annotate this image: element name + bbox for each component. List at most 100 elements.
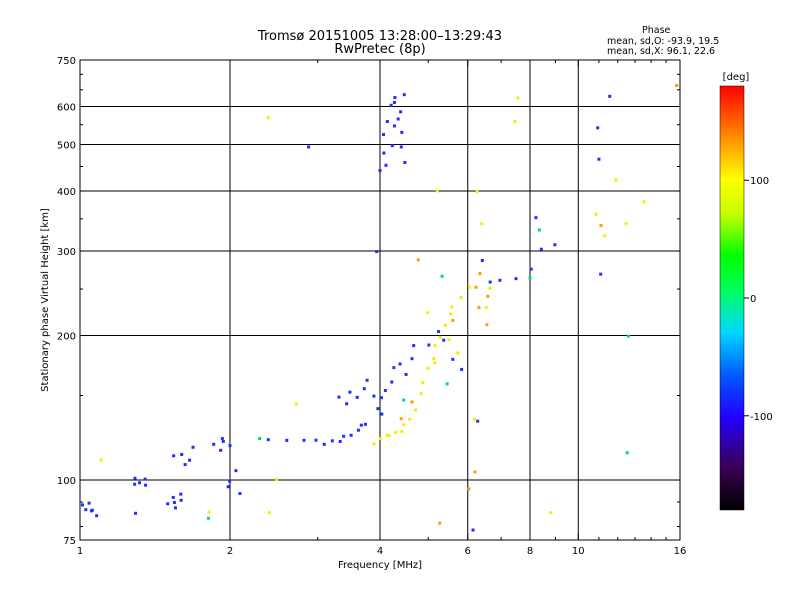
data-point [427,343,431,347]
data-point [460,367,464,371]
data-point [404,372,408,376]
colorbar [719,85,745,511]
data-point [435,189,439,193]
data-point [330,439,334,443]
chart-subtitle: RwPretec (8p) [334,42,425,57]
colorbar-tick-label: -100 [750,412,773,423]
data-point [438,335,442,339]
data-point [307,145,311,149]
data-point [603,234,607,238]
data-point [410,357,414,361]
axis-ticks: 1 2 4 6 8 10 16 75 100 200 300 400 500 600 750 [57,56,686,557]
data-point [537,228,541,232]
data-point [400,130,404,134]
data-point [599,272,603,276]
data-point [95,514,99,518]
data-point [338,439,342,443]
data-point [89,509,93,513]
data-point [362,387,366,391]
data-point [238,492,242,496]
data-point [486,294,490,298]
data-point [172,501,176,505]
data-point [399,110,403,114]
data-point [322,442,326,446]
data-point [355,395,359,399]
data-point [133,476,137,480]
data-point [285,438,289,442]
x-tick-label: 10 [572,546,585,557]
data-point [266,438,270,442]
chart-title: Tromsø 20151005 13:28:00–13:29:43 [257,29,502,44]
data-point [456,351,460,355]
data-point [440,274,444,278]
data-point [477,306,481,310]
x-tick-label: 16 [674,546,687,557]
data-point [133,482,137,486]
data-point [375,250,379,254]
data-point [379,396,383,400]
data-point [402,93,406,97]
data-point [478,272,482,276]
data-point [390,144,394,148]
data-point [385,433,389,437]
y-tick-label: 750 [57,56,76,67]
data-point [399,417,403,421]
data-point [258,437,262,441]
data-point [392,366,396,370]
data-point [171,495,175,499]
data-point [226,485,230,489]
data-point [412,344,416,348]
data-point [624,222,628,226]
data-point [80,503,84,507]
data-point [596,126,600,130]
data-point [419,392,423,396]
data-point [234,469,238,473]
y-tick-label: 600 [57,103,76,114]
data-point [398,362,402,366]
data-point [449,312,453,316]
data-point [433,344,437,348]
data-point [392,100,396,104]
grid-lines [80,60,680,540]
data-point [356,428,360,432]
data-point [528,276,532,280]
data-point [387,434,391,438]
data-point [228,479,232,483]
y-tick-label: 100 [57,476,76,487]
data-point [372,442,376,446]
data-point [180,453,184,457]
data-point [394,430,398,434]
data-point [432,357,436,361]
data-point [179,492,183,496]
data-point [444,323,448,327]
data-point [608,94,612,98]
data-point [173,506,177,510]
data-point [172,454,176,458]
data-point [447,338,451,342]
data-point [529,267,533,271]
data-point [451,318,455,322]
data-point [625,451,629,455]
x-tick-label: 2 [227,546,233,557]
data-point [485,323,489,327]
data-point [383,388,387,392]
data-point [402,423,406,427]
data-point [675,83,679,87]
data-point [365,378,369,382]
data-point [342,434,346,438]
data-point [426,311,430,315]
colorbar-tick-label: 0 [750,294,756,305]
data-point [514,277,518,281]
stats-line-x: mean, sd,X: 96.1, 22.6 [607,46,715,57]
data-point [614,178,618,182]
data-point [143,477,147,481]
data-point [484,306,488,310]
x-tick-label: 6 [465,546,471,557]
data-point [294,402,298,406]
data-point [380,412,384,416]
data-point [416,258,420,262]
data-point [349,433,353,437]
x-tick-label: 4 [377,546,383,557]
data-point [597,157,601,161]
